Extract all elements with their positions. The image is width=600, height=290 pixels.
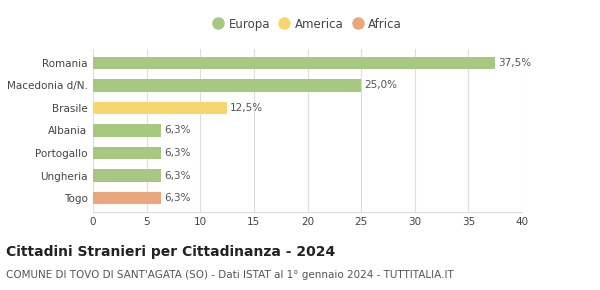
Text: 6,3%: 6,3%	[164, 171, 190, 181]
Text: 12,5%: 12,5%	[230, 103, 263, 113]
Bar	[93, 147, 161, 159]
Text: 37,5%: 37,5%	[499, 58, 532, 68]
Bar	[93, 124, 161, 137]
Text: 6,3%: 6,3%	[164, 126, 190, 135]
Text: 6,3%: 6,3%	[164, 148, 190, 158]
Bar	[93, 79, 361, 92]
Text: COMUNE DI TOVO DI SANT'AGATA (SO) - Dati ISTAT al 1° gennaio 2024 - TUTTITALIA.I: COMUNE DI TOVO DI SANT'AGATA (SO) - Dati…	[6, 270, 454, 280]
Text: Cittadini Stranieri per Cittadinanza - 2024: Cittadini Stranieri per Cittadinanza - 2…	[6, 245, 335, 259]
Bar	[93, 169, 161, 182]
Bar	[93, 57, 495, 69]
Text: 6,3%: 6,3%	[164, 193, 190, 203]
Text: 25,0%: 25,0%	[364, 80, 397, 90]
Legend: Europa, America, Africa: Europa, America, Africa	[209, 14, 406, 35]
Bar	[93, 102, 227, 114]
Bar	[93, 192, 161, 204]
